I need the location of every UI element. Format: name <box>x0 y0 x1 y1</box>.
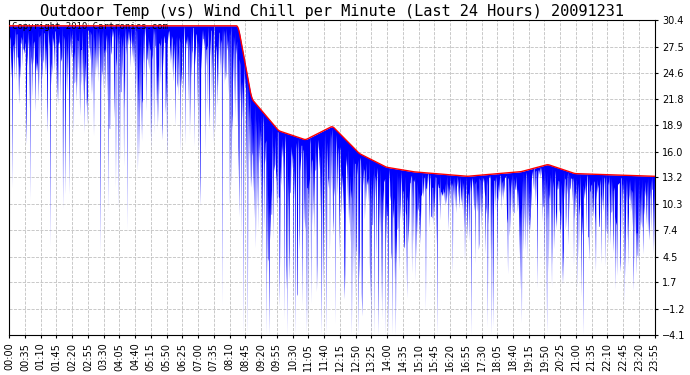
Text: Copyright 2010 Cartronics.com: Copyright 2010 Cartronics.com <box>12 22 168 31</box>
Title: Outdoor Temp (vs) Wind Chill per Minute (Last 24 Hours) 20091231: Outdoor Temp (vs) Wind Chill per Minute … <box>40 4 624 19</box>
